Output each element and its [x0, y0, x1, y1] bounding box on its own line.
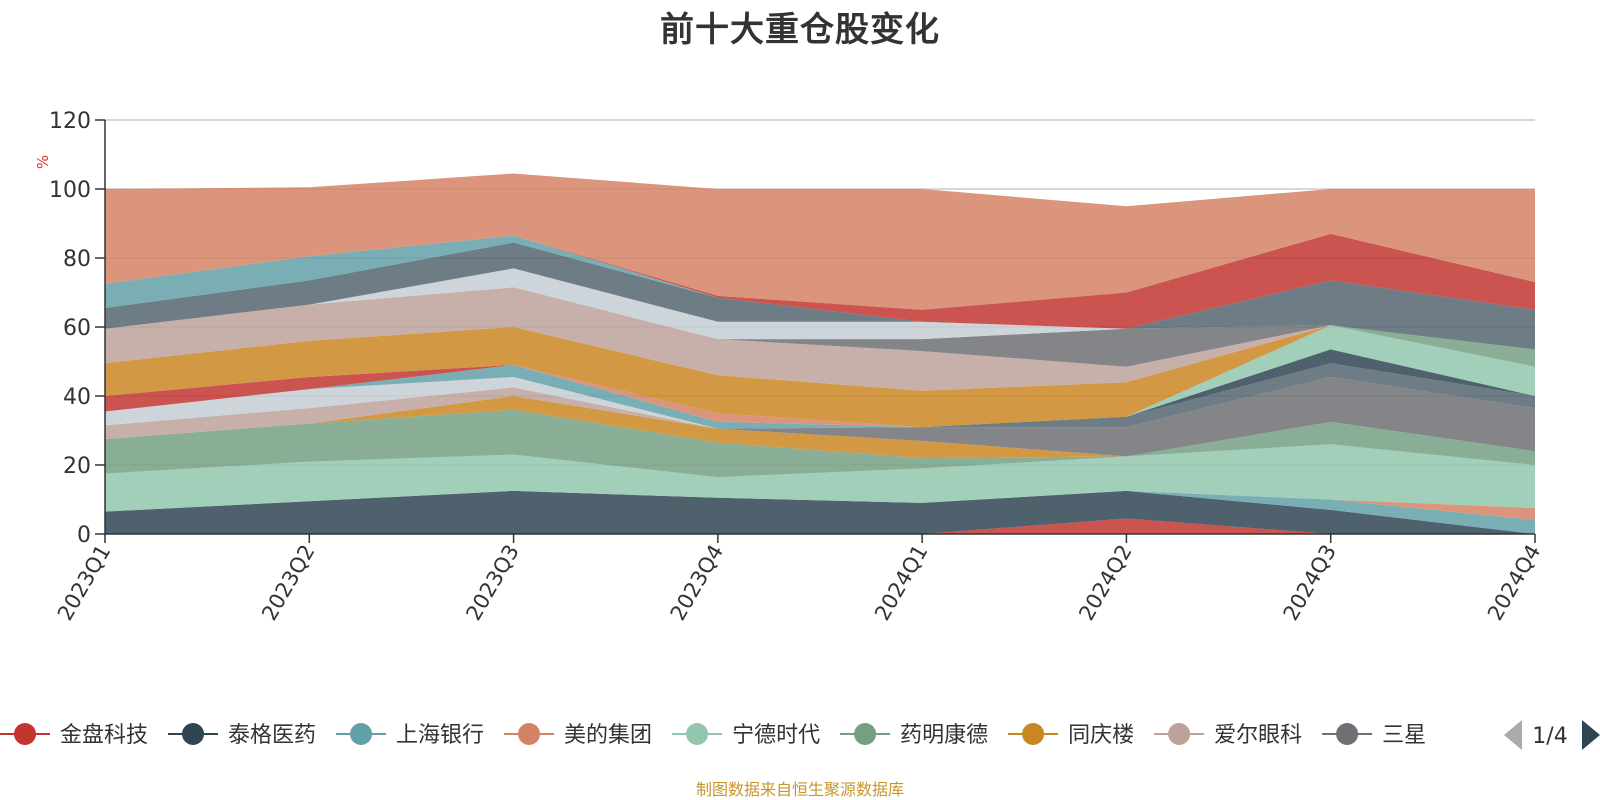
legend-label: 爱尔眼科 — [1214, 723, 1302, 748]
area-series-宁德时代 — [105, 444, 1535, 512]
legend-item: 美的集团 — [504, 723, 652, 748]
legend-marker — [518, 723, 541, 745]
x-tick-label: 2024Q4 — [1483, 541, 1545, 625]
area-series-泰格医药 — [105, 490, 1535, 534]
x-tick-label: 2023Q2 — [257, 541, 319, 625]
legend-label: 美的集团 — [564, 723, 652, 748]
area-series — [105, 363, 1535, 429]
legend-pager: 1/4 — [1504, 720, 1600, 750]
source-note: 制图数据来自恒生聚源数据库 — [695, 780, 904, 799]
legend-label: 三星 — [1382, 723, 1426, 748]
x-tick-label: 2024Q2 — [1074, 541, 1136, 625]
legend-marker — [14, 723, 36, 745]
x-tick-label: 2023Q4 — [666, 541, 728, 625]
area-series-药明康德 — [105, 409, 1535, 478]
legend-item: 上海银行 — [336, 723, 484, 748]
area-series — [105, 173, 1535, 310]
legend-item: 爱尔眼科 — [1154, 723, 1302, 748]
y-tick-label: 0 — [77, 523, 91, 548]
legend-marker — [854, 723, 877, 745]
legend-next-arrow-icon[interactable] — [1582, 720, 1600, 750]
area-series — [105, 287, 1535, 367]
legend-item: 泰格医药 — [168, 723, 316, 748]
legend-prev-arrow-icon[interactable] — [1504, 720, 1522, 750]
area-series — [105, 363, 1535, 429]
area-series — [105, 325, 1535, 428]
legend-item: 三星 — [1322, 723, 1426, 748]
y-tick-label: 100 — [49, 178, 91, 203]
area-series — [105, 325, 1535, 428]
area-series — [105, 325, 1535, 428]
y-tick-label: 120 — [49, 109, 91, 134]
area-series — [105, 268, 1535, 350]
area-series-三星 — [105, 377, 1535, 457]
legend-item: 药明康德 — [840, 723, 988, 748]
legend-label: 药明康德 — [900, 723, 988, 748]
legend-label: 同庆楼 — [1068, 723, 1134, 748]
legend: 金盘科技 泰格医药 上海银行 美的集团 宁德时代 药明康德 同庆楼 爱尔眼科 三星 — [0, 723, 1426, 748]
legend-label: 泰格医药 — [228, 723, 316, 748]
y-tick-label: 40 — [63, 385, 91, 410]
y-tick-label: 20 — [63, 454, 91, 479]
legend-item: 宁德时代 — [672, 723, 820, 748]
series-areas — [105, 173, 1535, 534]
area-series — [105, 287, 1535, 391]
x-tick-label: 2023Q3 — [461, 541, 523, 625]
area-series-金盘科技 — [105, 518, 1535, 534]
area-series — [105, 233, 1535, 329]
y-axis-label: % — [34, 155, 52, 169]
x-tick-label: 2024Q1 — [870, 541, 932, 625]
area-series — [105, 242, 1535, 350]
legend-marker — [182, 723, 205, 745]
legend-label: 上海银行 — [396, 723, 484, 748]
stacked-area-chart: 0 20 40 60 80 100 120% 2023Q1 2023Q2 2023Q3 2023Q4… — [34, 109, 1545, 625]
legend-marker — [1022, 723, 1045, 745]
legend-label: 宁德时代 — [732, 723, 820, 748]
legend-marker — [350, 723, 373, 745]
legend-label: 金盘科技 — [60, 723, 148, 748]
chart-title: 前十大重仓股变化 — [660, 10, 940, 50]
legend-page-indicator: 1/4 — [1532, 724, 1567, 749]
legend-marker — [686, 723, 709, 745]
x-tick-label: 2024Q3 — [1279, 541, 1341, 625]
legend-item: 金盘科技 — [0, 723, 148, 748]
legend-marker — [1168, 723, 1191, 745]
area-series — [105, 363, 1535, 429]
y-tick-label: 60 — [63, 316, 91, 341]
area-series-同庆楼 — [105, 396, 1535, 459]
x-tick-label: 2023Q1 — [53, 541, 115, 625]
y-tick-label: 80 — [63, 247, 91, 272]
legend-item: 同庆楼 — [1008, 723, 1134, 748]
legend-marker — [1336, 723, 1359, 745]
